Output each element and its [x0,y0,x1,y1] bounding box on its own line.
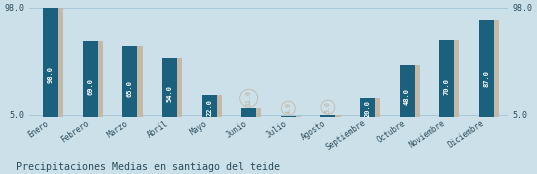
Bar [400,65,415,121]
Bar [207,95,222,121]
Bar [405,65,420,121]
Bar [325,115,340,121]
Bar [484,20,499,121]
Text: 69.0: 69.0 [88,78,93,95]
Bar [241,108,256,121]
Text: 11.0: 11.0 [246,90,252,106]
Text: 4.0: 4.0 [285,102,291,114]
Bar [286,116,301,121]
Bar [88,41,103,121]
Text: 48.0: 48.0 [404,88,410,105]
Bar [83,41,98,121]
Bar [478,20,494,121]
Bar [246,108,262,121]
Bar [439,40,454,121]
Bar [167,58,182,121]
Bar [360,98,375,121]
Bar [444,40,459,121]
Text: 98.0: 98.0 [48,66,54,83]
Text: 5.0: 5.0 [325,101,331,113]
Bar [201,95,216,121]
Bar [321,115,336,121]
Bar [281,116,296,121]
Bar [128,46,143,121]
Bar [48,8,63,121]
Text: 20.0: 20.0 [365,100,371,117]
Text: 87.0: 87.0 [483,70,489,87]
Text: Precipitaciones Medias en santiago del teide: Precipitaciones Medias en santiago del t… [16,162,280,172]
Text: 65.0: 65.0 [127,80,133,97]
Bar [122,46,137,121]
Bar [43,8,59,121]
Bar [365,98,380,121]
Text: 54.0: 54.0 [166,85,172,102]
Text: 70.0: 70.0 [444,78,449,95]
Bar [162,58,177,121]
Text: 22.0: 22.0 [206,99,212,116]
